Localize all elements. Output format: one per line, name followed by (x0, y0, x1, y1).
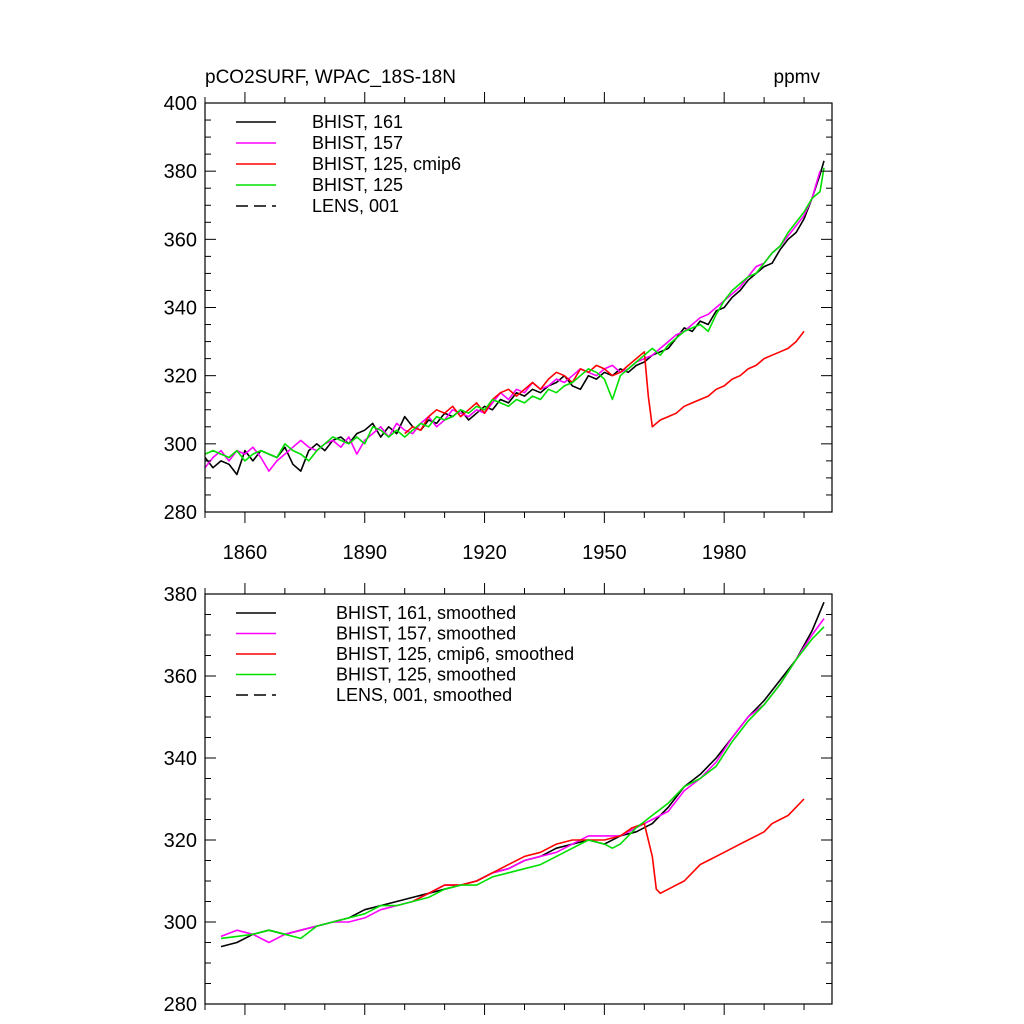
legend-label: BHIST, 161 (312, 112, 403, 132)
y-tick-label: 340 (164, 748, 197, 770)
y-tick-label: 280 (164, 502, 197, 524)
series-line-bhist-161 (204, 160, 825, 476)
y-tick-label: 400 (164, 93, 197, 115)
x-tick-label: 1860 (223, 542, 268, 564)
legend-label: LENS, 001, smoothed (336, 685, 512, 705)
top-panel-title: pCO2SURF, WPAC_18S-18N (205, 67, 456, 88)
series-line-bhist-157 (204, 170, 821, 472)
x-tick-label: 1980 (702, 542, 747, 564)
y-tick-label: 380 (164, 161, 197, 183)
series-line-bhist-125 (204, 167, 825, 462)
y-tick-label: 280 (164, 994, 197, 1016)
x-tick-label: 1920 (462, 542, 507, 564)
y-tick-label: 300 (164, 912, 197, 934)
series-line-bhist-157-smoothed (220, 618, 825, 944)
top-panel-units: ppmv (774, 67, 821, 88)
x-tick-label: 1890 (342, 542, 387, 564)
legend-label: BHIST, 125, cmip6 (312, 154, 461, 174)
y-tick-label: 300 (164, 434, 197, 456)
y-tick-label: 340 (164, 298, 197, 320)
series-line-bhist-125-cmip6 (404, 330, 805, 435)
top-panel-frame (204, 102, 833, 513)
top-panel: pCO2SURF, WPAC_18S-18N ppmv 280 300 320 340… (164, 67, 833, 564)
legend-label: BHIST, 125, smoothed (336, 665, 516, 685)
legend-label: BHIST, 125 (312, 175, 403, 195)
y-tick-label: 320 (164, 366, 197, 388)
legend-label: BHIST, 157 (312, 133, 403, 153)
x-tick-label: 1950 (582, 542, 627, 564)
legend-label: BHIST, 161, smoothed (336, 603, 516, 623)
series-line-bhist-125-cmip6-smoothed (412, 798, 805, 903)
y-tick-label: 320 (164, 830, 197, 852)
legend-label: LENS, 001 (312, 196, 399, 216)
y-tick-label: 380 (164, 584, 197, 606)
series-line-bhist-125-smoothed (220, 626, 825, 940)
y-tick-label: 360 (164, 666, 197, 688)
legend-label: BHIST, 157, smoothed (336, 624, 516, 644)
y-tick-label: 360 (164, 229, 197, 251)
legend-label: BHIST, 125, cmip6, smoothed (336, 644, 574, 664)
